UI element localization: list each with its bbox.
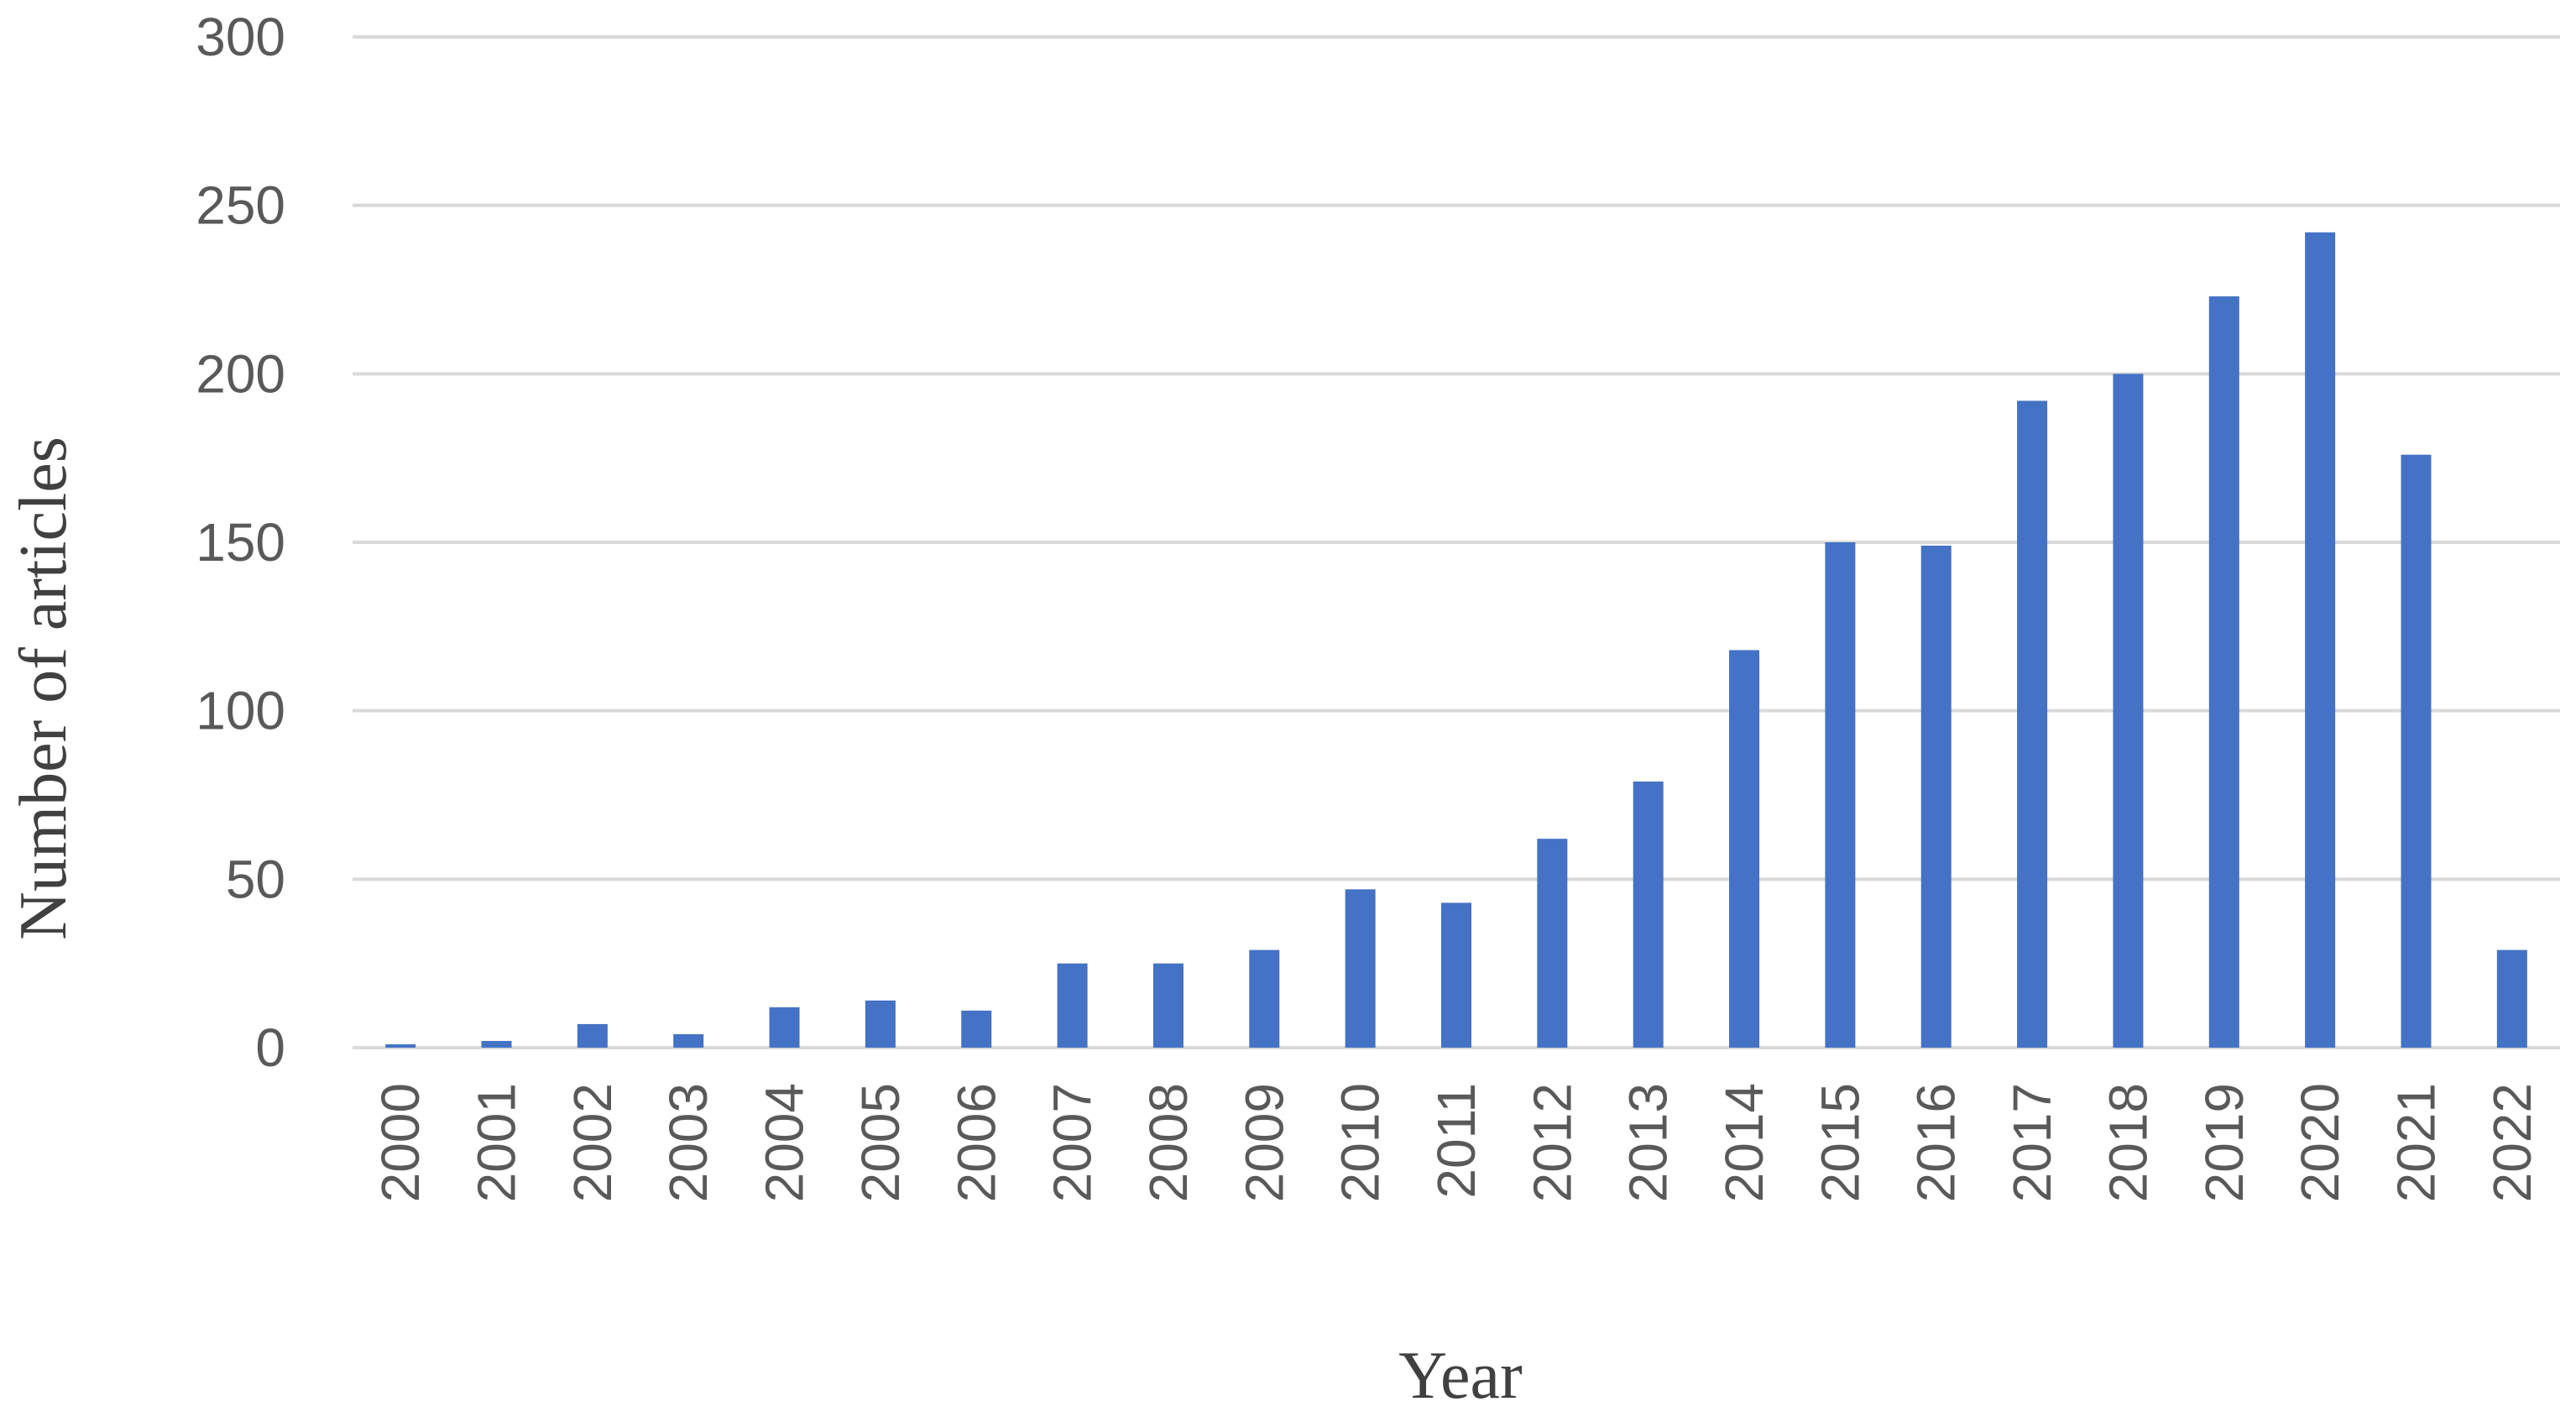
bar-2018 (2113, 374, 2144, 1048)
x-tick-label-2005: 2005 (850, 1083, 911, 1202)
x-tick-label-2020: 2020 (2290, 1083, 2350, 1202)
x-tick-label-2009: 2009 (1234, 1083, 1294, 1202)
bar-2007 (1057, 963, 1088, 1048)
bar-2012 (1537, 839, 1568, 1048)
bar-2006 (961, 1010, 992, 1048)
bar-2019 (2208, 296, 2239, 1048)
bar-2000 (385, 1043, 416, 1048)
bar-2013 (1633, 781, 1664, 1048)
bar-2017 (2017, 400, 2048, 1048)
y-tick-label: 200 (196, 343, 285, 404)
y-tick-label: 50 (226, 849, 285, 909)
bar-2008 (1152, 963, 1183, 1048)
x-tick-label-2017: 2017 (2002, 1083, 2062, 1202)
x-tick-label-2018: 2018 (2098, 1083, 2158, 1202)
y-axis-ticks: 0 50 100 150 200 250 300 (196, 7, 285, 1078)
bar-2009 (1249, 949, 1280, 1048)
x-tick-label-2013: 2013 (1618, 1083, 1679, 1202)
bar-2005 (865, 1000, 896, 1048)
x-tick-label-2001: 2001 (467, 1083, 527, 1202)
x-tick-label-2012: 2012 (1522, 1083, 1582, 1202)
y-tick-label: 100 (196, 681, 285, 741)
y-axis-title: Number of articles (7, 437, 81, 940)
x-tick-label-2003: 2003 (658, 1083, 718, 1202)
bars (385, 232, 2527, 1049)
gridlines (353, 35, 2560, 1049)
bar-2001 (481, 1040, 512, 1048)
x-tick-label-2002: 2002 (562, 1083, 623, 1202)
x-tick-label-2008: 2008 (1138, 1083, 1199, 1202)
x-tick-label-2004: 2004 (755, 1083, 815, 1202)
x-tick-label-2007: 2007 (1042, 1083, 1103, 1202)
x-tick-label-2010: 2010 (1330, 1083, 1391, 1202)
x-tick-label-2016: 2016 (1906, 1083, 1967, 1202)
x-tick-label-2011: 2011 (1426, 1083, 1487, 1199)
x-tick-label-2015: 2015 (1810, 1083, 1870, 1202)
x-tick-label-2022: 2022 (2482, 1083, 2542, 1202)
bar-2020 (2305, 232, 2336, 1049)
x-tick-label-2021: 2021 (2385, 1083, 2446, 1202)
y-tick-label: 250 (196, 175, 285, 236)
y-tick-label: 0 (255, 1017, 285, 1078)
bar-2011 (1441, 902, 1471, 1048)
y-tick-label: 150 (196, 512, 285, 573)
x-axis-title: Year (1398, 1339, 1522, 1412)
bar-2021 (2401, 454, 2432, 1048)
x-tick-label-2000: 2000 (370, 1083, 431, 1202)
bar-2015 (1825, 542, 1856, 1048)
x-tick-label-2019: 2019 (2194, 1083, 2255, 1202)
bar-2016 (1920, 546, 1952, 1048)
x-axis-ticks: 2000 2001 2002 2003 2004 2005 2006 2007 2008 2009… (370, 1083, 2542, 1202)
x-tick-label-2006: 2006 (946, 1083, 1006, 1202)
bar-2003 (673, 1033, 704, 1048)
bar-2002 (577, 1023, 608, 1048)
y-tick-label: 300 (196, 7, 285, 67)
x-tick-label-2014: 2014 (1714, 1083, 1774, 1202)
bar-2022 (2496, 949, 2527, 1048)
bar-2010 (1345, 889, 1376, 1048)
bar-2004 (769, 1007, 800, 1048)
bar-2014 (1729, 650, 1760, 1048)
